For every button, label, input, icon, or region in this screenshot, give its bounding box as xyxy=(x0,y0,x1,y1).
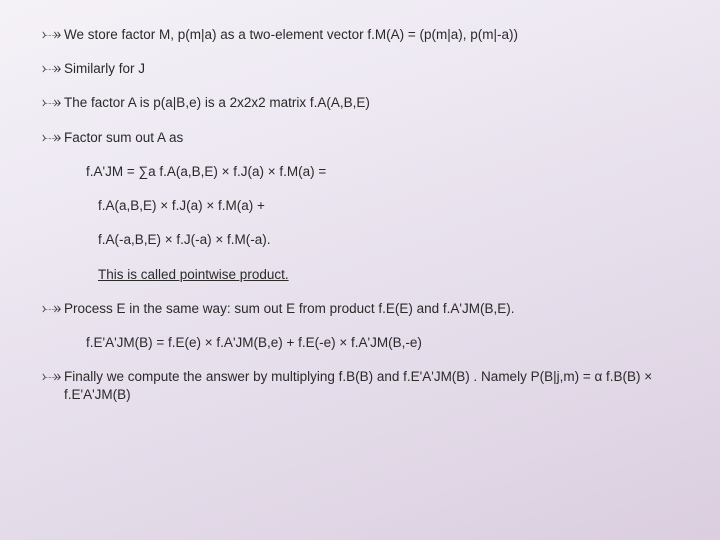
bullet-item: ⤐ Similarly for J xyxy=(48,60,672,78)
bullet-marker-icon: ⤐ xyxy=(42,368,64,386)
sub-line-underlined: This is called pointwise product. xyxy=(98,266,672,284)
bullet-text: Finally we compute the answer by multipl… xyxy=(64,368,672,404)
bullet-text: Factor sum out A as xyxy=(64,129,672,147)
sub-line: f.A(a,B,E) × f.J(a) × f.M(a) + xyxy=(98,197,672,215)
sub-line: f.E'A'JM(B) = f.E(e) × f.A'JM(B,e) + f.E… xyxy=(86,334,672,352)
bullet-item: ⤐ The factor A is p(a|B,e) is a 2x2x2 ma… xyxy=(48,94,672,112)
sub-line: f.A'JM = ∑a f.A(a,B,E) × f.J(a) × f.M(a)… xyxy=(86,163,672,181)
slide-content: ⤐ We store factor M, p(m|a) as a two-ele… xyxy=(48,26,672,405)
bullet-item: ⤐ Finally we compute the answer by multi… xyxy=(48,368,672,404)
bullet-text: We store factor M, p(m|a) as a two-eleme… xyxy=(64,26,672,44)
bullet-marker-icon: ⤐ xyxy=(42,60,64,78)
bullet-text: Similarly for J xyxy=(64,60,672,78)
bullet-marker-icon: ⤐ xyxy=(42,300,64,318)
bullet-marker-icon: ⤐ xyxy=(42,94,64,112)
bullet-text: Process E in the same way: sum out E fro… xyxy=(64,300,672,318)
bullet-marker-icon: ⤐ xyxy=(42,26,64,44)
sub-line: f.A(-a,B,E) × f.J(-a) × f.M(-a). xyxy=(98,231,672,249)
bullet-text: The factor A is p(a|B,e) is a 2x2x2 matr… xyxy=(64,94,672,112)
bullet-marker-icon: ⤐ xyxy=(42,129,64,147)
bullet-item: ⤐ We store factor M, p(m|a) as a two-ele… xyxy=(48,26,672,44)
bullet-item: ⤐ Process E in the same way: sum out E f… xyxy=(48,300,672,318)
bullet-item: ⤐ Factor sum out A as xyxy=(48,129,672,147)
